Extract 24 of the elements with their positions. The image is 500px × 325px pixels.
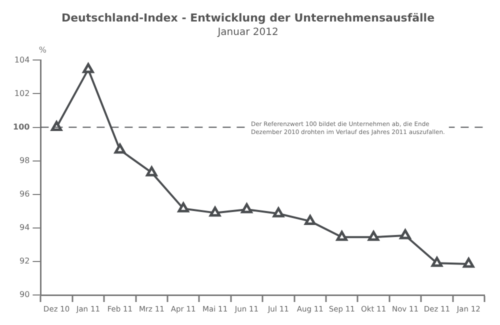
point [209, 206, 221, 217]
y-tick-label: 92 [20, 256, 30, 266]
y-tick-label: 98 [20, 156, 30, 165]
point [336, 230, 348, 241]
point [114, 144, 126, 154]
point [146, 166, 158, 176]
y-tick-label: 104 [14, 55, 30, 64]
y-tick-label: 94 [20, 222, 30, 232]
point [463, 258, 474, 268]
point [241, 203, 252, 214]
point [82, 63, 94, 74]
point [304, 214, 316, 225]
point [272, 207, 284, 218]
chart-title: Deutschland-Index - Entwicklung der Unternehmensausfälle [61, 11, 435, 24]
chart-subtitle: Januar 2012 [216, 26, 278, 38]
point [368, 230, 380, 241]
point [400, 229, 411, 240]
y-tick-label: 102 [14, 88, 30, 98]
y-axis-title: % [38, 45, 47, 54]
y-tick-label: 96 [20, 189, 30, 198]
point [178, 202, 189, 212]
point [431, 256, 443, 267]
y-tick-label: 90 [20, 290, 30, 300]
y-tick-label: 100 [12, 122, 30, 132]
